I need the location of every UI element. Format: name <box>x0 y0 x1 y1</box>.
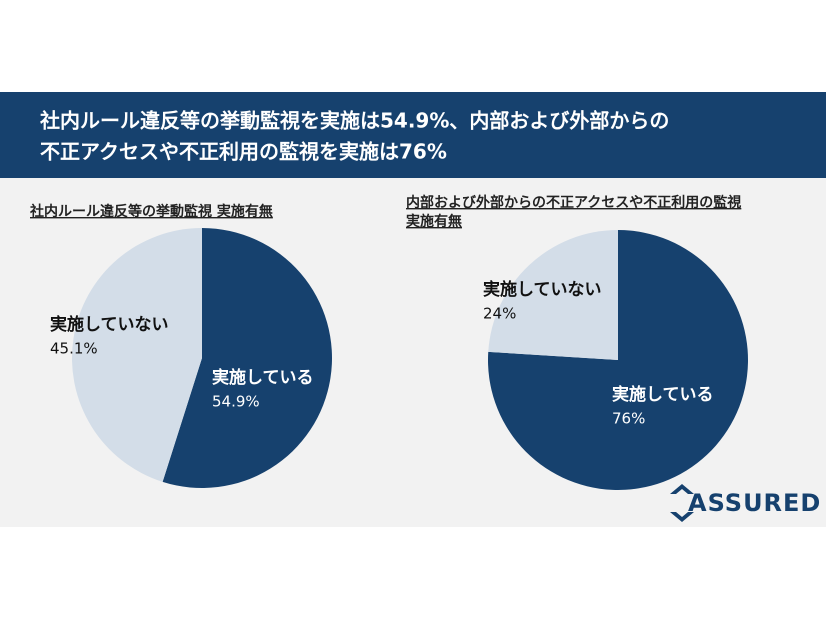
pie-slice <box>162 228 332 488</box>
category-label: 実施していない <box>50 314 169 335</box>
slice-label: 実施している 76% <box>612 384 714 428</box>
chart-title: 実施有無 <box>406 213 462 230</box>
logo-text: ASSURED <box>688 489 821 517</box>
slice-label: 実施していない 45.1% <box>50 314 169 358</box>
chart-title: 社内ルール違反等の挙動監視 実施有無 <box>29 203 273 220</box>
category-label: 実施している <box>612 384 714 405</box>
logo-icon <box>670 512 694 522</box>
logo: ASSURED <box>670 484 821 522</box>
banner-title: 不正アクセスや不正利用の監視を実施は76% <box>40 140 447 164</box>
banner <box>0 92 826 178</box>
pie-slice <box>72 228 202 482</box>
chart-title: 内部および外部からの不正アクセスや不正利用の監視 <box>406 194 741 211</box>
banner-title: 社内ルール違反等の挙動監視を実施は54.9%、内部および外部からの <box>39 109 669 133</box>
logo-icon <box>670 484 694 494</box>
slice-label: 実施していない 24% <box>483 279 602 323</box>
value-label: 76% <box>612 410 645 428</box>
pie-slice <box>488 230 618 360</box>
value-label: 24% <box>483 305 516 323</box>
value-label: 45.1% <box>50 340 98 358</box>
category-label: 実施していない <box>483 279 602 300</box>
slice-label: 実施している 54.9% <box>212 367 314 411</box>
value-label: 54.9% <box>212 393 260 411</box>
category-label: 実施している <box>212 367 314 388</box>
